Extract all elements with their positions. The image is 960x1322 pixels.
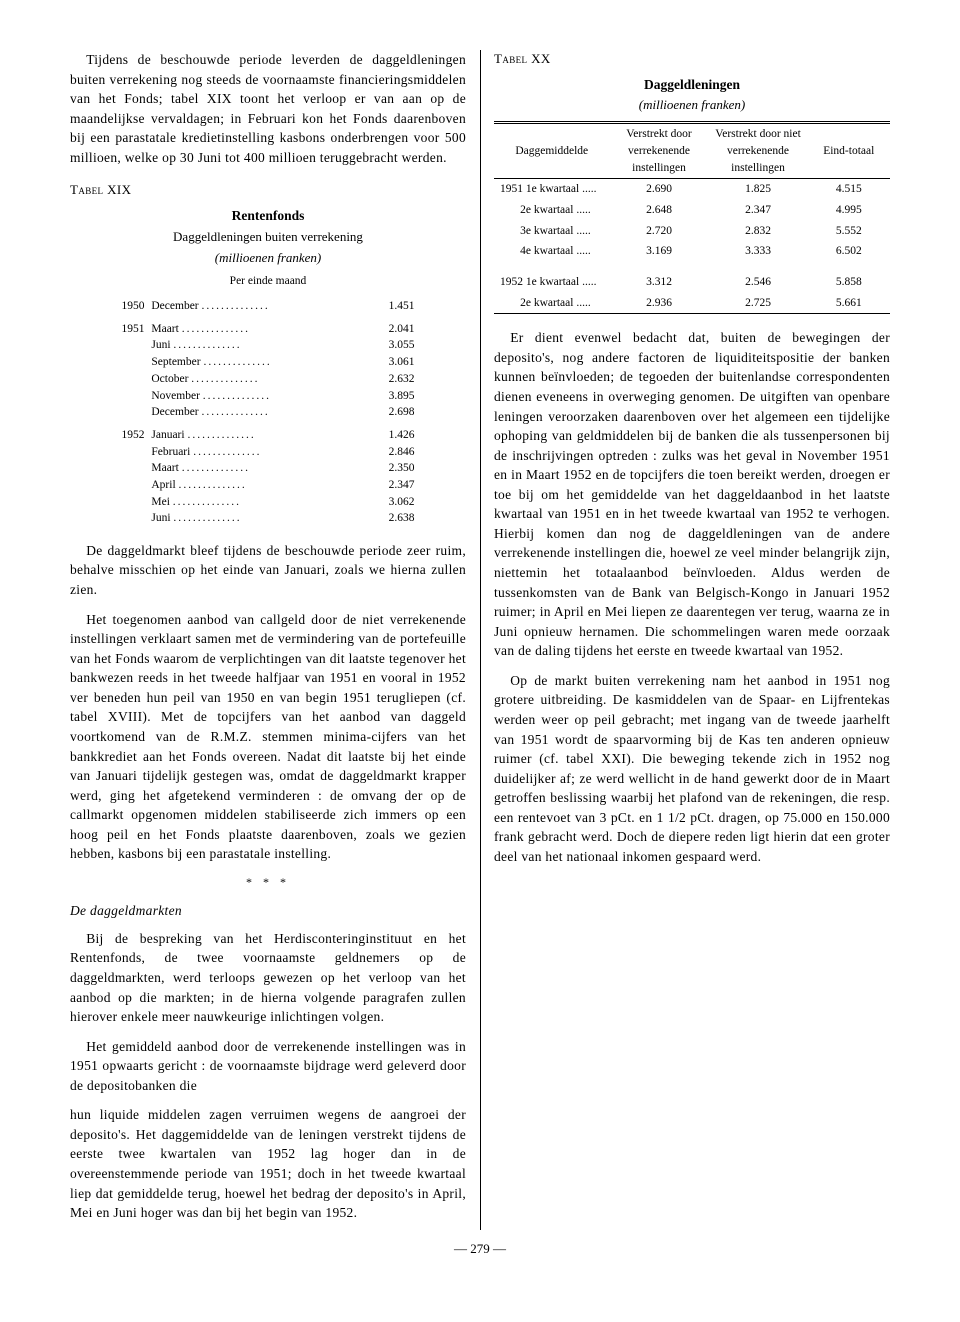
table-row: 2e kwartaal .....2.6482.3474.995 (494, 200, 890, 221)
subheading: De daggeldmarkten (70, 901, 466, 921)
table-unit: (millioenen franken) (70, 249, 466, 268)
table-row: 4e kwartaal .....3.1693.3336.502 (494, 241, 890, 262)
para: Bij de bespreking van het Herdisconterin… (70, 929, 466, 1027)
table-row: 1951 1e kwartaal .....2.6901.8254.515 (494, 179, 890, 200)
table-row: October ..............2.632 (121, 371, 414, 388)
para: Tijdens de beschouwde periode leverden d… (70, 50, 466, 167)
table-xx: Tabel XX Daggeldleningen (millioenen fra… (494, 50, 890, 314)
table-xix: Tabel XIX Rentenfonds Daggeldleningen bu… (70, 181, 466, 527)
table-subtitle: Daggeldleningen buiten verrekening (70, 228, 466, 247)
table-row: 1951Maart ..............2.041 (121, 321, 414, 338)
para: De daggeldmarkt bleef tijdens de beschou… (70, 541, 466, 600)
table-row: Mei ..............3.062 (121, 494, 414, 511)
table-row: September ..............3.061 (121, 354, 414, 371)
para: Het gemiddeld aanbod door de verrekenend… (70, 1037, 466, 1096)
table-row: Juni ..............2.638 (121, 510, 414, 527)
para: Er dient evenwel bedacht dat, buiten de … (494, 328, 890, 661)
para: hun liquide middelen zagen verruimen weg… (70, 1105, 466, 1222)
para: Op de markt buiten verrekening nam het a… (494, 671, 890, 867)
para: Het toegenomen aanbod van callgeld door … (70, 610, 466, 864)
table-unit: (millioenen franken) (494, 96, 890, 115)
table-row: November ..............3.895 (121, 388, 414, 405)
col-header: Verstrekt door verrekenende instellingen (610, 123, 709, 179)
col-header: Eind-totaal (808, 123, 891, 179)
table-row: Juni ..............3.055 (121, 337, 414, 354)
table-row: Februari ..............2.846 (121, 444, 414, 461)
table-label: Tabel XIX (70, 181, 466, 200)
section-separator: * * * (70, 874, 466, 891)
table-row: 1952 1e kwartaal .....3.3122.5465.858 (494, 272, 890, 293)
table-row: 1952Januari ..............1.426 (121, 427, 414, 444)
table-row: April ..............2.347 (121, 477, 414, 494)
table-title: Rentenfonds (70, 206, 466, 226)
table-row: 3e kwartaal .....2.7202.8325.552 (494, 221, 890, 242)
table-row: 1950December ..............1.451 (121, 298, 414, 315)
table-row: 2e kwartaal .....2.9362.7255.661 (494, 293, 890, 314)
table-title: Daggeldleningen (494, 75, 890, 95)
table-row: Maart ..............2.350 (121, 460, 414, 477)
table-row: December ..............2.698 (121, 404, 414, 421)
table-colhead: Per einde maand (70, 273, 466, 290)
table-label: Tabel XX (494, 50, 890, 69)
col-header: Verstrekt door niet verrekenende instell… (709, 123, 808, 179)
page-number: — 279 — (70, 1240, 890, 1259)
col-header: Daggemiddelde (494, 123, 610, 179)
